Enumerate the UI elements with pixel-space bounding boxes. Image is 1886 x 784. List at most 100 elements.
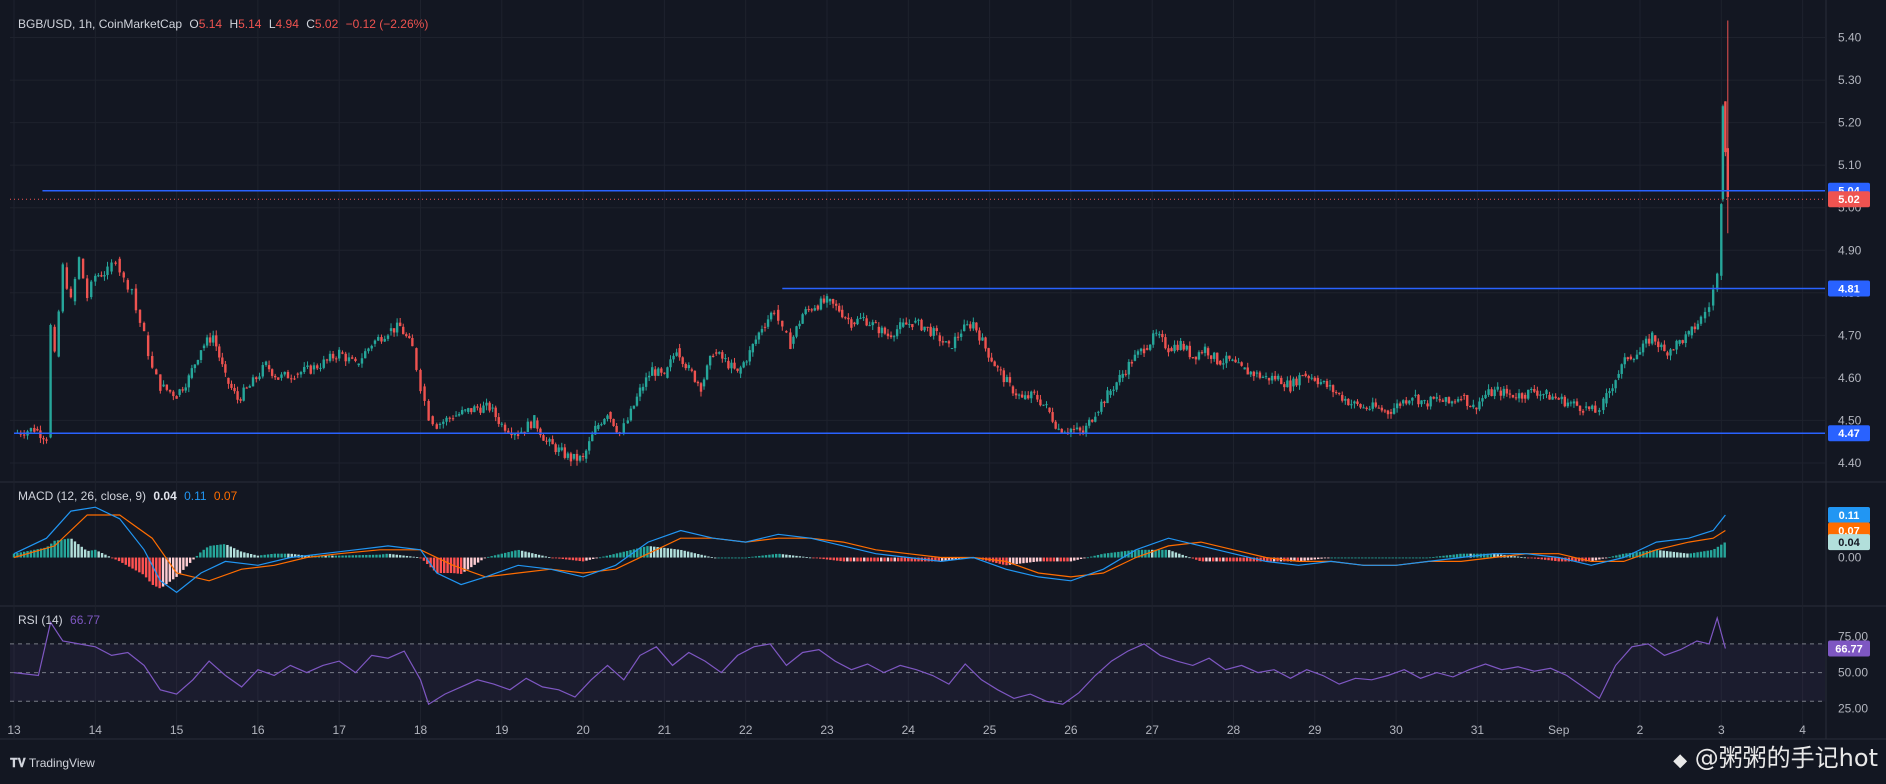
time-tick-label: 21 [658,723,672,737]
candle-down [1273,375,1277,380]
macd-histogram-bar [1621,553,1625,558]
macd-histogram-bar [219,544,222,558]
macd-histogram-bar [880,557,883,562]
candle-up [804,309,807,315]
candle-down [889,335,893,338]
candle-down [488,402,491,411]
candle-down [1356,401,1359,405]
candle-down [1654,335,1657,342]
macd-pane[interactable] [12,506,1726,594]
candle-down [733,362,736,369]
candle-down [581,455,585,457]
candle-up [1675,340,1678,350]
candle-down [451,418,455,420]
macd-histogram-bar [541,555,544,558]
macd-histogram-bar [73,541,77,558]
macd-histogram-bar [358,555,361,558]
candle-up [1127,361,1131,375]
candle-up [548,439,551,442]
macd-histogram-bar [1405,557,1408,559]
macd-histogram-bar [419,557,422,559]
candle-up [1602,398,1605,411]
macd-histogram-bar [1039,557,1042,562]
candle-down [1508,393,1512,395]
candle-down [877,326,881,334]
candle-up [828,299,832,302]
candle-up [1319,382,1323,385]
candle-down [65,267,69,289]
macd-histogram-bar [1086,557,1090,559]
macd-histogram-bar [1652,550,1655,558]
rsi-tick-label: 50.00 [1838,666,1868,680]
candle-up [898,322,902,330]
candle-down [1060,428,1063,434]
symbol-label[interactable]: BGB/USD, 1h, CoinMarketCap [18,17,183,31]
candle-down [1594,405,1597,413]
candle-down [990,357,993,362]
macd-histogram-bar [1198,557,1201,561]
candle-down [1020,394,1024,398]
macd-histogram-bar [1171,551,1174,558]
macd-histogram-bar [588,557,592,560]
macd-histogram-bar [348,555,351,558]
candle-up [908,324,911,326]
tradingview-logo[interactable]: 𝐓𝐕 TradingView [10,756,95,771]
macd-histogram-bar [293,554,297,558]
candle-down [935,328,938,332]
macd-histogram-bar [368,554,371,558]
candle-up [1560,396,1563,400]
macd-histogram-bar [1211,557,1215,562]
candle-down [36,428,39,431]
candle-up [1623,357,1626,365]
candle-up [708,355,712,366]
candle-up [1139,348,1143,352]
macd-histogram-bar [263,554,266,558]
candle-up [251,377,255,387]
macd-histogram-bar [1557,557,1560,562]
macd-histogram-bar [466,557,470,570]
candle-down [309,365,312,374]
candle-up [1155,332,1158,334]
macd-histogram-bar [575,557,578,561]
macd-legend-label[interactable]: MACD (12, 26, close, 9) [18,489,147,503]
macd-histogram-bar [1134,549,1137,558]
candle-up [1133,354,1137,361]
candle-down [138,309,142,323]
macd-histogram-bar [77,544,80,558]
macd-histogram-bar [940,557,944,562]
macd-histogram-bar [673,549,676,558]
candle-down [721,352,724,359]
macd-histogram-bar [1327,557,1330,559]
rsi-line[interactable] [13,615,1726,706]
price-pane[interactable] [10,20,1825,467]
candle-down [929,326,932,336]
macd-histogram-bar [1110,552,1113,558]
candle-down [1194,356,1198,360]
macd-line[interactable] [13,506,1726,594]
rsi-legend-label[interactable]: RSI (14) [18,613,63,627]
macd-histogram-bar [625,550,629,558]
candle-up [312,365,316,370]
macd-histogram-bar [734,557,737,559]
candle-down [159,374,162,391]
candle-down [984,337,987,349]
macd-histogram-bar [1371,557,1374,559]
macd-histogram-bar [378,554,382,558]
macd-histogram-bar [761,555,764,558]
candle-up [1707,307,1711,312]
candle-down [1325,381,1329,388]
macd-signal-line[interactable] [13,514,1726,582]
macd-histogram-bar [1713,548,1716,558]
macd-histogram-bar [236,549,239,558]
candle-down [938,335,942,342]
rsi-pane[interactable] [10,615,1825,706]
macd-histogram-bar [107,556,111,558]
macd-histogram-bar [1032,557,1035,562]
candle-down [1252,371,1256,377]
candle-down [1726,148,1730,197]
candle-down [1666,352,1669,356]
candle-down [554,444,557,453]
candle-up [1699,316,1703,324]
macd-histogram-bar [1218,557,1222,562]
